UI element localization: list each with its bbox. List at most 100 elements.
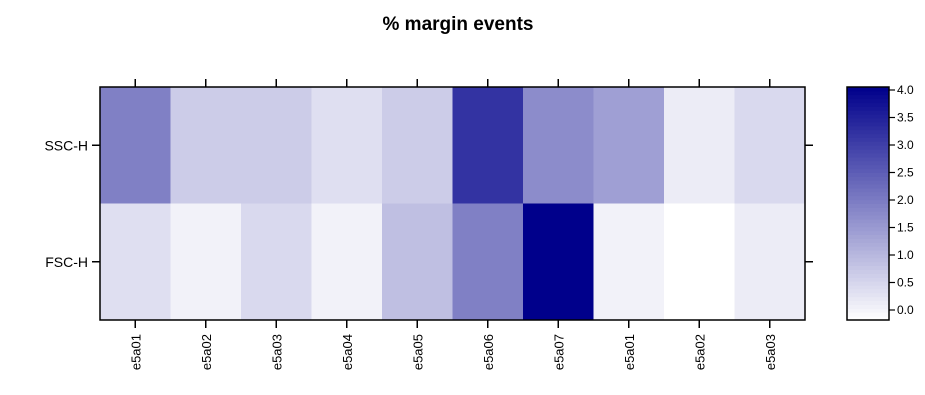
- colorbar-swatch: [847, 110, 889, 115]
- colorbar-swatch: [847, 312, 889, 317]
- colorbar-swatch: [847, 288, 889, 294]
- colorbar-swatch: [847, 222, 889, 228]
- colorbar-swatch: [847, 250, 889, 255]
- x-tick-label: e5a01: [622, 334, 637, 370]
- colorbar-swatch: [847, 160, 889, 166]
- colorbar-tick-label: 3.5: [897, 111, 914, 125]
- colorbar-swatch: [847, 168, 889, 173]
- colorbar-swatch: [847, 187, 889, 193]
- colorbar-swatch: [847, 242, 889, 247]
- heatmap-cell: [100, 203, 171, 321]
- plot-area: e5a01 e5a02 e5a03 e5a04 e5a05 e5a06 e5a07 e5a01…: [44, 79, 813, 370]
- heatmap-cell: [593, 87, 665, 204]
- plot-frame: [99, 86, 806, 321]
- heatmap-cell: [734, 203, 806, 321]
- colorbar-swatch: [847, 203, 889, 208]
- y-tick-label: SSC-H: [44, 137, 88, 153]
- colorbar-swatch: [847, 215, 889, 220]
- heatmap-cell: [100, 87, 171, 204]
- x-tick-label: e5a06: [481, 334, 496, 370]
- heatmap-cell: [382, 87, 453, 204]
- colorbar-swatch: [847, 125, 889, 131]
- colorbar-swatch: [847, 153, 889, 158]
- colorbar-tick-label: 1.0: [897, 248, 914, 262]
- colorbar-swatch: [847, 141, 889, 146]
- colorbar-tick-label: 2.5: [897, 166, 914, 180]
- heatmap-cell: [593, 203, 665, 321]
- colorbar-swatch: [847, 238, 889, 243]
- colorbar-swatch: [847, 207, 889, 212]
- colorbar-tick-label: 0.0: [897, 303, 914, 317]
- y-tick-label: FSC-H: [45, 254, 88, 270]
- colorbar-swatch: [847, 133, 889, 138]
- colorbar-swatch: [847, 102, 889, 107]
- colorbar-swatch: [847, 316, 889, 321]
- colorbar-swatch: [847, 296, 889, 302]
- x-tick-label: e5a03: [269, 334, 284, 370]
- x-tick-label: e5a04: [340, 334, 355, 370]
- heatmap-cell: [734, 87, 806, 204]
- colorbar-swatch: [847, 234, 889, 239]
- colorbar-swatch: [847, 176, 889, 181]
- colorbar-swatch: [847, 219, 889, 224]
- colorbar-swatch: [847, 257, 889, 263]
- x-tick-label: e5a03: [763, 334, 778, 370]
- colorbar-swatch: [847, 156, 889, 162]
- colorbar-swatch: [847, 129, 889, 135]
- colorbar-swatch: [847, 121, 889, 127]
- colorbar-swatch: [847, 304, 889, 309]
- heatmap-cell: [523, 203, 594, 321]
- colorbar-swatch: [847, 269, 889, 274]
- heatmap-cell: [311, 87, 383, 204]
- colorbar-swatch: [847, 285, 889, 290]
- colorbar-swatch: [847, 308, 889, 313]
- heatmap-cell: [170, 203, 242, 321]
- colorbar-swatch: [847, 149, 889, 154]
- colorbar-swatch: [847, 87, 889, 92]
- colorbar-swatch: [847, 114, 889, 119]
- colorbar-swatch: [847, 253, 889, 259]
- colorbar-tick-label: 4.0: [897, 83, 914, 97]
- colorbar-frame: [846, 86, 890, 321]
- colorbar-swatch: [847, 94, 889, 100]
- colorbar-tick-label: 0.5: [897, 276, 914, 290]
- colorbar-swatch: [847, 261, 889, 267]
- colorbar-swatch: [847, 246, 889, 251]
- colorbar-tick-label: 1.5: [897, 221, 914, 235]
- heatmap-cell: [452, 203, 524, 321]
- heatmap-cell: [664, 87, 735, 204]
- colorbar-swatch: [847, 145, 889, 150]
- colorbar-swatch: [847, 90, 889, 96]
- colorbar-swatch: [847, 164, 889, 170]
- heatmap-cell: [664, 203, 735, 321]
- colorbar-swatch: [847, 277, 889, 282]
- colorbar-swatch: [847, 300, 889, 305]
- colorbar-swatch: [847, 137, 889, 142]
- colorbar: 0.0 0.5 1.0 1.5 2.0 2.5 3.0 3.5 4.0: [846, 83, 914, 321]
- heatmap-cell: [241, 203, 312, 321]
- colorbar-swatch: [847, 226, 889, 232]
- colorbar-tick-label: 2.0: [897, 193, 914, 207]
- colorbar-swatch: [847, 230, 889, 236]
- x-tick-label: e5a01: [128, 334, 143, 370]
- colorbar-swatch: [847, 281, 889, 286]
- heatmap-cell: [382, 203, 453, 321]
- heatmap-cell: [170, 87, 242, 204]
- x-tick-label: e5a02: [692, 334, 707, 370]
- colorbar-swatch: [847, 191, 889, 197]
- colorbar-swatch: [847, 184, 889, 189]
- x-tick-label: e5a05: [410, 334, 425, 370]
- colorbar-swatch: [847, 98, 889, 104]
- heatmap-cell: [311, 203, 383, 321]
- heatmap-cell: [241, 87, 312, 204]
- heatmap-cell: [523, 87, 594, 204]
- chart-title: % margin events: [383, 14, 534, 35]
- colorbar-tick-label: 3.0: [897, 138, 914, 152]
- x-tick-label: e5a02: [199, 334, 214, 370]
- colorbar-swatch: [847, 180, 889, 185]
- colorbar-swatch: [847, 265, 889, 271]
- colorbar-swatch: [847, 211, 889, 216]
- heatmap-cell: [452, 87, 524, 204]
- colorbar-swatch: [847, 172, 889, 177]
